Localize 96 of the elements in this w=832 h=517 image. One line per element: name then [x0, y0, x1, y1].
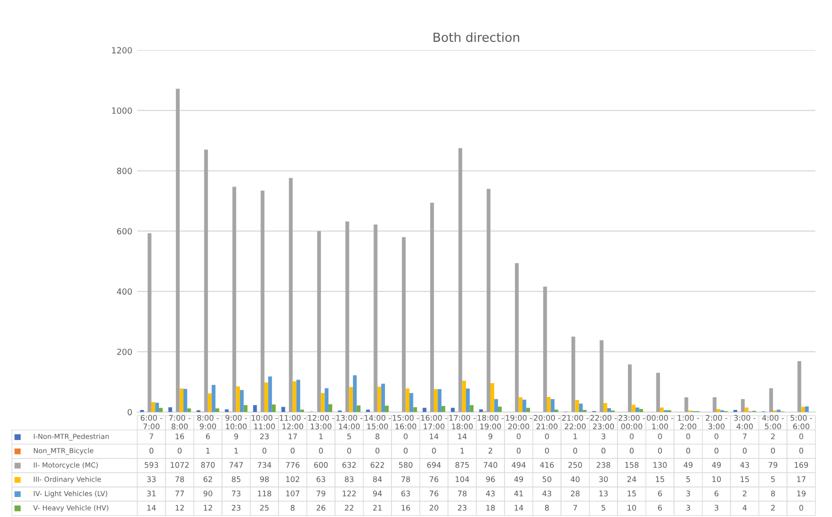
bar [575, 400, 579, 412]
bar [236, 386, 240, 412]
bar [632, 404, 636, 412]
y-tick-label: 1000 [112, 107, 132, 114]
y-tick-label: 0 [128, 409, 132, 416]
y-tick-label: 200 [117, 348, 132, 356]
bar [639, 409, 644, 412]
bar [462, 380, 466, 412]
bar [381, 384, 385, 412]
bar [712, 397, 716, 412]
bar [716, 409, 720, 412]
bar [374, 224, 378, 412]
bar [479, 409, 483, 412]
bar [320, 393, 325, 412]
bar [300, 410, 304, 412]
bar [486, 188, 490, 412]
bar [180, 388, 184, 412]
bar [603, 403, 608, 412]
bar [377, 386, 382, 412]
bar [328, 404, 332, 412]
bar [281, 406, 286, 412]
bar [268, 376, 272, 412]
bar [458, 148, 462, 412]
bar [296, 380, 300, 412]
bar [494, 399, 498, 412]
bar [413, 407, 417, 412]
y-tick-label: 400 [116, 288, 132, 295]
bar [526, 408, 530, 412]
bar [441, 406, 446, 412]
bar [183, 388, 188, 412]
bar [801, 406, 805, 412]
bar [168, 407, 172, 412]
bar [550, 399, 554, 412]
bar [366, 410, 370, 412]
bar [607, 408, 611, 412]
bar [324, 388, 328, 412]
bar [656, 372, 660, 412]
bar [438, 389, 442, 412]
bar [578, 404, 583, 412]
bar [288, 178, 293, 412]
bar [635, 408, 640, 412]
bar [628, 364, 632, 412]
bar [684, 397, 688, 412]
bar [204, 150, 208, 412]
bar [543, 286, 547, 412]
y-tick-label: 1200 [112, 47, 132, 54]
bar [744, 408, 748, 412]
bar [582, 410, 587, 412]
bar [212, 384, 216, 412]
bar [409, 393, 414, 412]
bar [349, 387, 353, 412]
bar [470, 405, 474, 412]
bar [317, 231, 321, 412]
y-tick-label: 600 [117, 228, 132, 234]
bar [466, 388, 470, 412]
bar [232, 186, 236, 412]
bar [769, 388, 773, 412]
bar [402, 237, 406, 412]
y-tick-label: 800 [117, 168, 132, 174]
bar [600, 340, 604, 412]
bar [352, 375, 357, 412]
bar [240, 390, 244, 412]
bar [176, 88, 180, 412]
bar [272, 404, 276, 412]
bar [660, 408, 664, 412]
bar [546, 396, 551, 412]
bar [805, 406, 809, 412]
bar [430, 202, 434, 412]
bar [490, 383, 494, 412]
bar [155, 402, 159, 412]
bar [776, 410, 781, 412]
bar [498, 406, 502, 412]
bar [148, 233, 152, 412]
bar [384, 406, 389, 412]
bar [151, 402, 156, 412]
chart-title: Both direction [434, 32, 520, 42]
bar [554, 410, 558, 412]
bar [244, 405, 248, 412]
bar [264, 382, 268, 412]
bar [253, 405, 257, 412]
bar [356, 405, 360, 412]
bar [292, 381, 296, 412]
bar [518, 397, 522, 412]
bar [571, 336, 576, 412]
bar [140, 410, 144, 412]
bar [187, 408, 191, 412]
bar [522, 400, 526, 412]
bar [260, 190, 264, 412]
bar [740, 399, 745, 412]
bar [406, 388, 410, 412]
bar [208, 393, 212, 412]
bar [434, 389, 438, 412]
bar [514, 263, 519, 412]
bar [797, 361, 802, 412]
bar [422, 408, 426, 412]
bar [345, 221, 350, 412]
